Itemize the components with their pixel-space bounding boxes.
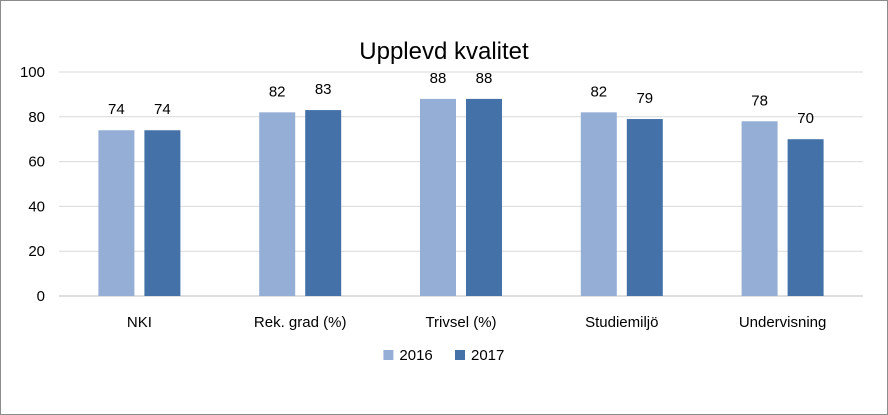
chart-title: Upplevd kvalitet: [359, 38, 529, 65]
bar-2017-3: [626, 119, 663, 296]
y-tick-label: 100: [20, 64, 45, 81]
data-label: 82: [590, 83, 607, 100]
legend-label-2016: 2016: [399, 347, 432, 364]
x-category-label: Undervisning: [739, 314, 827, 331]
legend-swatch-2016: [383, 350, 394, 360]
y-tick-label: 80: [28, 109, 45, 126]
y-tick-label: 0: [37, 288, 45, 305]
y-tick-label: 20: [28, 243, 45, 260]
bars: [98, 98, 824, 296]
legend-swatch-2017: [455, 350, 465, 360]
legend: 2016 2017: [383, 347, 504, 364]
bar-2016-4: [741, 121, 778, 296]
bar-2016-3: [580, 112, 617, 296]
data-labels: 74 74 82 83 88 88 82 79 78 70: [108, 70, 814, 127]
data-label: 74: [154, 101, 171, 118]
x-category-label: Rek. grad (%): [254, 314, 347, 331]
bar-2017-0: [144, 130, 181, 296]
data-label: 88: [430, 70, 447, 87]
x-category-label: Trivsel (%): [425, 314, 496, 331]
data-label: 70: [797, 110, 814, 127]
bar-2017-4: [787, 139, 824, 296]
bar-2016-1: [259, 112, 296, 296]
axes: 0 20 40 60 80 100 NKI Rek. grad (%) Trivsel (%) S…: [20, 64, 863, 331]
data-label: 82: [269, 83, 286, 100]
data-label: 88: [476, 70, 493, 87]
data-label: 78: [751, 92, 768, 109]
data-label: 74: [108, 101, 125, 118]
y-tick-label: 60: [28, 154, 45, 171]
y-tick-label: 40: [28, 198, 45, 215]
x-category-label: Studiemiljö: [585, 314, 658, 331]
data-label: 83: [315, 81, 332, 98]
data-label: 79: [636, 90, 653, 107]
legend-label-2017: 2017: [471, 347, 504, 364]
x-category-label: NKI: [127, 314, 152, 331]
bar-2017-1: [305, 110, 342, 296]
gridlines: [59, 71, 863, 252]
bar-2016-0: [98, 130, 135, 296]
bar-2016-2: [420, 98, 456, 296]
bar-2017-2: [466, 98, 502, 296]
